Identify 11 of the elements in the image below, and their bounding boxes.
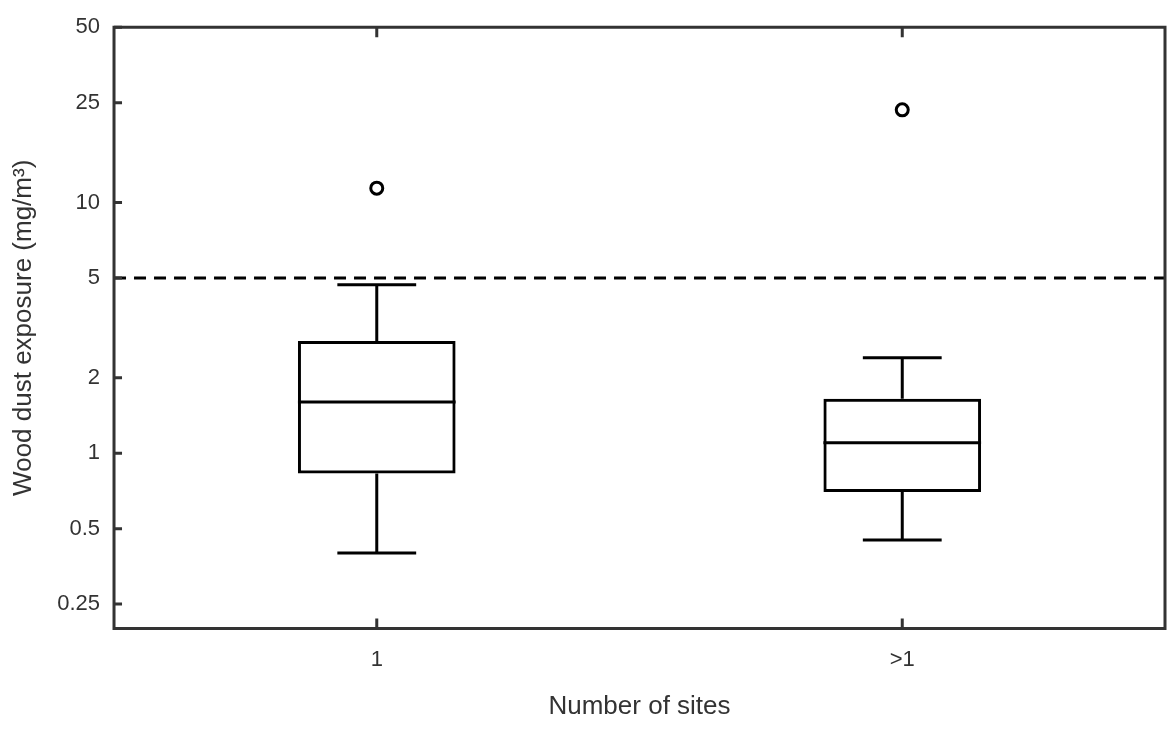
- y-axis-title: Wood dust exposure (mg/m³): [6, 159, 37, 496]
- y-tick-label: 1: [87, 439, 101, 465]
- y-tick-label: 2: [87, 363, 101, 389]
- y-tick-label: 5: [87, 263, 101, 289]
- x-axis-title: Number of sites: [548, 689, 731, 720]
- x-tick-label: >1: [889, 645, 915, 671]
- y-tick-label: 25: [75, 88, 101, 114]
- y-tick-label: 0.5: [69, 514, 101, 540]
- y-tick-label: 50: [75, 13, 101, 39]
- y-tick-label: 0.25: [57, 590, 101, 616]
- y-tick-label: 10: [75, 188, 101, 214]
